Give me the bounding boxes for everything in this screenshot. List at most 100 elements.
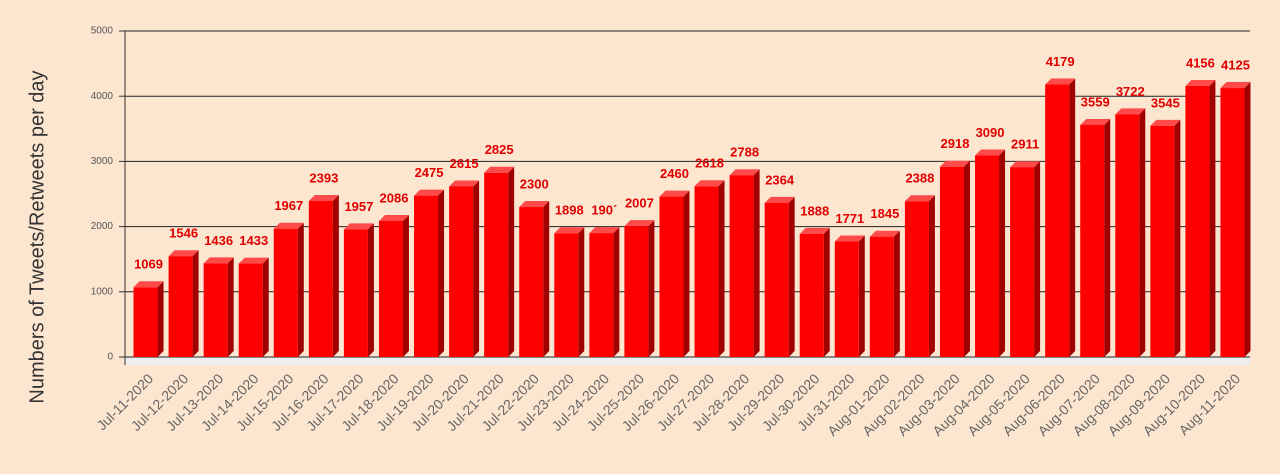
bar bbox=[764, 202, 789, 357]
value-label: 1898 bbox=[555, 203, 584, 218]
value-label: 1845 bbox=[870, 206, 899, 221]
y-tick-label: 2000 bbox=[91, 221, 114, 232]
bar-top bbox=[414, 189, 445, 196]
y-tick-label: 1000 bbox=[91, 286, 114, 297]
value-label: 3545 bbox=[1151, 95, 1180, 110]
bar bbox=[484, 172, 509, 357]
bar-side bbox=[192, 250, 199, 357]
bar bbox=[133, 287, 158, 357]
bar bbox=[1220, 88, 1245, 358]
bar-side bbox=[683, 190, 690, 357]
bar-side bbox=[543, 201, 550, 357]
bar-side bbox=[613, 227, 620, 357]
value-label: 2300 bbox=[520, 176, 549, 191]
bar bbox=[1150, 125, 1175, 357]
value-label: 1436 bbox=[204, 233, 233, 248]
bar-top bbox=[133, 281, 164, 288]
bar-side bbox=[1034, 161, 1041, 357]
value-label: 2615 bbox=[450, 156, 479, 171]
bar-side bbox=[157, 281, 164, 357]
bar bbox=[694, 186, 719, 357]
bar-top bbox=[869, 230, 900, 237]
bar-top bbox=[273, 222, 304, 229]
bar-side bbox=[893, 230, 900, 357]
bar-top bbox=[484, 166, 515, 173]
bar-top bbox=[1080, 118, 1111, 125]
bar-top bbox=[1185, 80, 1216, 87]
bar bbox=[554, 233, 579, 357]
value-label: 4156 bbox=[1186, 55, 1215, 70]
value-label: 4179 bbox=[1046, 54, 1075, 69]
y-tick-label: 0 bbox=[107, 352, 113, 363]
bar bbox=[1010, 167, 1035, 357]
y-tick-label: 3000 bbox=[91, 156, 114, 167]
bar-side bbox=[1244, 82, 1251, 358]
bar-side bbox=[753, 169, 760, 357]
bar-side bbox=[402, 214, 409, 357]
bar-top bbox=[203, 257, 234, 264]
bar-side bbox=[578, 227, 585, 357]
bar-side bbox=[1104, 118, 1111, 357]
bar-top bbox=[729, 169, 760, 176]
bar bbox=[168, 256, 193, 357]
bar bbox=[414, 195, 439, 357]
y-tick-label: 5000 bbox=[91, 26, 114, 37]
bar-top bbox=[904, 195, 935, 202]
bar bbox=[799, 233, 824, 357]
bar-top bbox=[764, 196, 795, 203]
bar-side bbox=[1174, 119, 1181, 357]
bar bbox=[624, 226, 649, 357]
value-label: 2364 bbox=[765, 172, 795, 187]
value-label: 1957 bbox=[344, 199, 373, 214]
bar-top bbox=[799, 227, 830, 234]
bar-side bbox=[999, 149, 1006, 357]
bar bbox=[308, 200, 333, 357]
value-label: 190´ bbox=[591, 203, 617, 218]
bar-side bbox=[262, 257, 269, 357]
value-label: 1967 bbox=[274, 198, 303, 213]
bar-side bbox=[367, 223, 374, 357]
bar-top bbox=[834, 235, 865, 242]
bar-top bbox=[694, 180, 725, 187]
value-label: 2825 bbox=[485, 142, 514, 157]
bar-top bbox=[343, 223, 374, 230]
bar-top bbox=[168, 250, 199, 257]
bar-top bbox=[589, 227, 620, 234]
value-label: 2788 bbox=[730, 145, 759, 160]
bar bbox=[659, 196, 684, 357]
value-label: 3559 bbox=[1081, 94, 1110, 109]
value-label: 2618 bbox=[695, 156, 724, 171]
bar bbox=[1185, 86, 1210, 357]
bar-top bbox=[308, 194, 339, 201]
bar-side bbox=[718, 180, 725, 357]
value-label: 1546 bbox=[169, 226, 198, 241]
y-axis-title: Numbers of Tweets/Retweets per day bbox=[26, 70, 48, 403]
bar-top bbox=[449, 180, 480, 187]
bar-side bbox=[963, 160, 970, 357]
bar-side bbox=[1069, 78, 1076, 357]
bar-side bbox=[928, 195, 935, 357]
bar-side bbox=[858, 235, 865, 357]
bar-side bbox=[297, 222, 304, 357]
bar-top bbox=[378, 214, 409, 221]
bar bbox=[343, 229, 368, 357]
bar-top bbox=[519, 201, 550, 208]
bar-top bbox=[238, 257, 269, 264]
y-tick-label: 4000 bbox=[91, 91, 114, 102]
bar-side bbox=[823, 227, 830, 357]
bar-side bbox=[473, 180, 480, 357]
bar-side bbox=[508, 166, 515, 357]
value-label: 2475 bbox=[415, 165, 444, 180]
bar bbox=[1080, 124, 1105, 357]
bar-top bbox=[1115, 108, 1146, 115]
bar bbox=[589, 233, 614, 357]
bar-side bbox=[648, 220, 655, 357]
value-label: 1771 bbox=[835, 211, 864, 226]
value-label: 2393 bbox=[309, 170, 338, 185]
bar-top bbox=[1045, 78, 1076, 85]
bar bbox=[869, 236, 894, 357]
value-label: 2007 bbox=[625, 196, 654, 211]
bar-side bbox=[332, 194, 339, 357]
bar bbox=[729, 175, 754, 357]
